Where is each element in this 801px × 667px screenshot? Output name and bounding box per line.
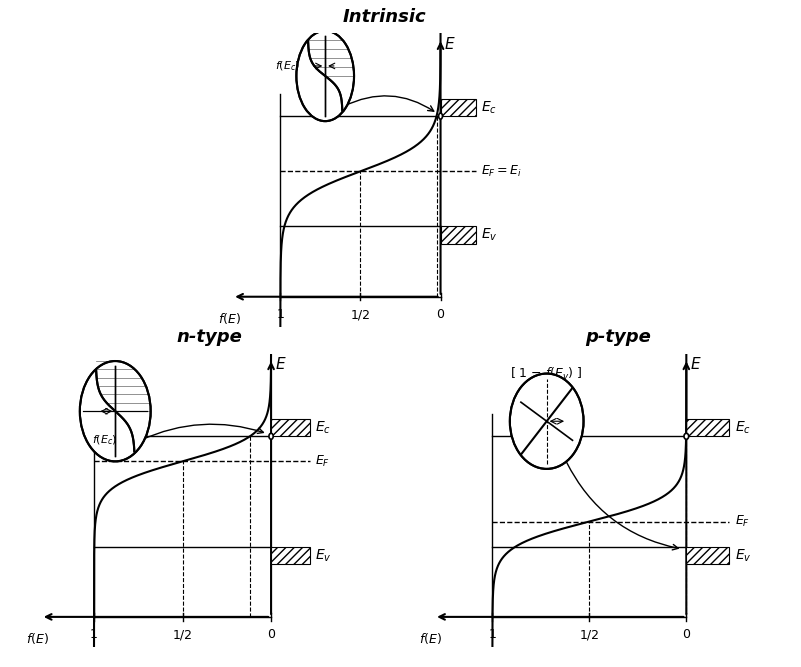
- Text: $E_v$: $E_v$: [316, 547, 332, 564]
- Bar: [271, 547, 310, 564]
- Text: $E_c$: $E_c$: [481, 99, 497, 115]
- Text: $E$: $E$: [275, 356, 286, 372]
- Text: $E_F$: $E_F$: [316, 454, 330, 469]
- Text: $f(E)$: $f(E)$: [26, 631, 49, 646]
- Text: $f(E_c)$: $f(E_c)$: [276, 59, 300, 73]
- Text: 1/2: 1/2: [351, 308, 370, 321]
- Circle shape: [296, 31, 354, 121]
- Text: $E_F$: $E_F$: [735, 514, 750, 529]
- Text: $E_F = E_i$: $E_F = E_i$: [481, 164, 521, 179]
- Circle shape: [80, 361, 151, 462]
- Text: 1: 1: [489, 628, 497, 641]
- Bar: [686, 547, 729, 564]
- Bar: [271, 419, 310, 436]
- Text: $E_v$: $E_v$: [481, 227, 497, 243]
- Text: 1/2: 1/2: [579, 628, 599, 641]
- Bar: [686, 419, 729, 436]
- Text: $f(E)$: $f(E)$: [218, 311, 240, 325]
- Circle shape: [684, 434, 689, 440]
- Text: [ 1 $-$ $f(E_v)$ ]: [ 1 $-$ $f(E_v)$ ]: [510, 366, 583, 382]
- Circle shape: [510, 374, 584, 469]
- Text: $E_c$: $E_c$: [735, 420, 751, 436]
- Circle shape: [269, 434, 273, 440]
- Text: 1/2: 1/2: [172, 628, 192, 641]
- Text: 0: 0: [682, 628, 690, 641]
- Text: 1: 1: [90, 628, 98, 641]
- Bar: [441, 99, 476, 116]
- Text: n-type: n-type: [176, 328, 242, 346]
- Text: $E$: $E$: [444, 36, 455, 52]
- Text: $E$: $E$: [690, 356, 702, 372]
- Circle shape: [439, 113, 442, 119]
- Text: p-type: p-type: [586, 328, 651, 346]
- Text: 0: 0: [437, 308, 445, 321]
- Text: Intrinsic: Intrinsic: [343, 8, 426, 26]
- Text: 1: 1: [276, 308, 284, 321]
- Text: $f(E_c)$: $f(E_c)$: [92, 434, 117, 448]
- Text: $E_v$: $E_v$: [735, 547, 751, 564]
- Text: 0: 0: [267, 628, 275, 641]
- Text: $E_c$: $E_c$: [316, 420, 332, 436]
- Text: $f(E)$: $f(E)$: [419, 631, 442, 646]
- Bar: [441, 227, 476, 244]
